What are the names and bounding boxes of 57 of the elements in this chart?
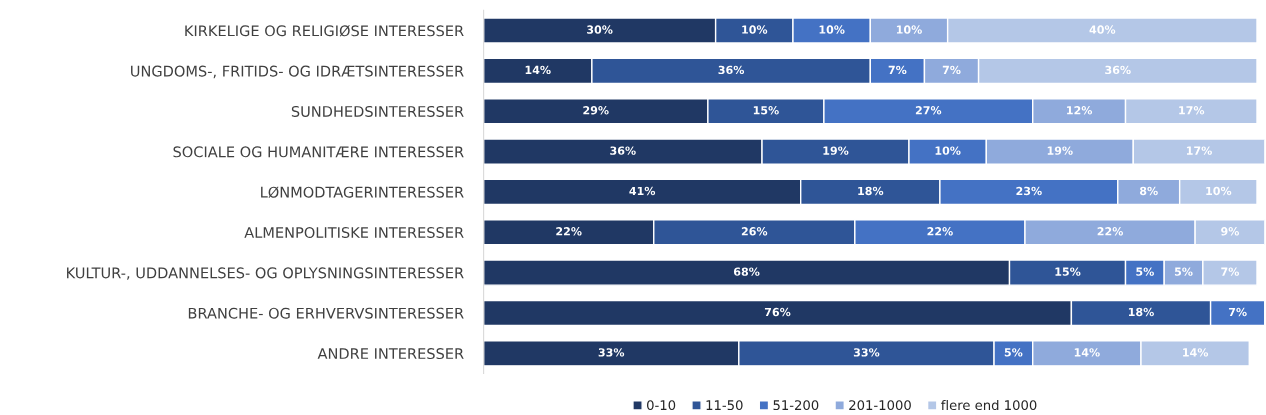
data-label: 36% <box>1105 65 1131 75</box>
data-label: 33% <box>598 348 625 357</box>
y-tick-label: KULTUR-, UDDANNELSES- OG OPLYSNINGSINTERESSER <box>67 267 464 280</box>
data-label: 29% <box>583 106 609 115</box>
data-label: 27% <box>915 106 942 115</box>
y-tick-label: BRANCHE- OG ERHVERVSINTERESSER <box>188 307 464 319</box>
data-label: 8% <box>1139 186 1158 196</box>
y-tick-label: LØNMODTAGERINTERESSER <box>261 186 464 198</box>
data-label: 5% <box>1004 348 1023 357</box>
data-label: 15% <box>1055 267 1081 276</box>
data-label: 14% <box>1074 348 1100 357</box>
data-label: 19% <box>1047 146 1073 155</box>
data-label: 23% <box>1016 186 1042 196</box>
data-label: 7% <box>1228 307 1247 317</box>
y-tick-label: SUNDHEDSINTERESSER <box>291 105 464 117</box>
legend-label: 11-50 <box>706 400 743 411</box>
data-label: 18% <box>1128 307 1154 317</box>
data-label: 12% <box>1067 106 1093 115</box>
data-label: 33% <box>853 348 880 357</box>
data-label: 22% <box>556 227 582 236</box>
data-label: 10% <box>742 25 768 34</box>
y-tick-label: KIRKELIGE OG RELIGIØSE INTERESSER <box>185 24 464 37</box>
data-label: 41% <box>629 186 656 196</box>
legend-label: 51-200 <box>773 400 819 411</box>
legend-label: 201-1000 <box>849 400 911 411</box>
data-label: 7% <box>888 65 907 75</box>
data-label: 7% <box>1221 267 1240 276</box>
data-label: 68% <box>733 267 760 276</box>
y-tick-label: UNGDOMS-, FRITIDS- OG IDRÆTSINTERESSER <box>131 65 464 79</box>
data-label: 5% <box>1136 267 1154 276</box>
data-label: 17% <box>1179 106 1205 115</box>
data-label: 15% <box>753 106 779 115</box>
data-label: 40% <box>1089 25 1116 34</box>
legend-label: 0-10 <box>647 400 676 411</box>
data-label: 5% <box>1174 267 1193 276</box>
data-label: 10% <box>935 146 961 155</box>
data-label: 10% <box>819 25 845 34</box>
data-label: 22% <box>1097 227 1123 236</box>
data-label: 22% <box>927 227 953 236</box>
data-label: 9% <box>1221 227 1240 236</box>
data-label: 36% <box>610 146 636 155</box>
data-label: 30% <box>587 25 613 34</box>
data-label: 17% <box>1186 146 1212 155</box>
data-label: 10% <box>896 25 922 34</box>
data-label: 36% <box>718 65 745 75</box>
data-label: 14% <box>1183 348 1209 357</box>
y-tick-label: ALMENPOLITISKE INTERESSER <box>244 227 464 239</box>
y-tick-label: ANDRE INTERESSER <box>317 348 464 360</box>
data-label: 7% <box>942 65 961 75</box>
data-label: 26% <box>741 227 768 236</box>
data-label: 76% <box>764 307 791 317</box>
legend-label: flere end 1000 <box>941 399 1037 411</box>
y-tick-label: SOCIALE OG HUMANITÆRE INTERESSER <box>173 146 464 158</box>
data-label: 18% <box>858 186 884 196</box>
data-label: 19% <box>823 146 849 155</box>
data-label: 14% <box>525 65 551 75</box>
data-label: 10% <box>1206 186 1232 196</box>
